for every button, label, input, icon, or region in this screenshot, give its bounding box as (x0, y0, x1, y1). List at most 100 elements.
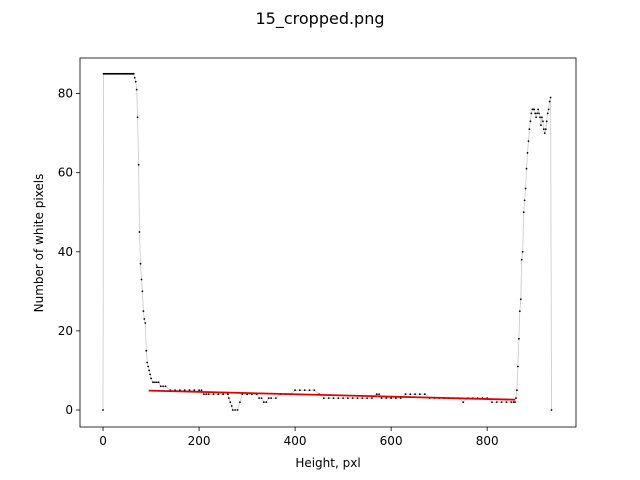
data-point (231, 409, 234, 411)
data-point (536, 112, 538, 115)
data-point (515, 397, 517, 399)
data-point (258, 397, 260, 399)
data-point (521, 250, 524, 253)
data-point (155, 381, 158, 384)
data-point (141, 290, 144, 293)
data-point (366, 397, 368, 399)
data-point (327, 397, 330, 399)
data-point (537, 108, 539, 111)
data-point (530, 112, 533, 115)
data-point (378, 393, 380, 396)
data-point (361, 397, 364, 399)
data-point (525, 167, 528, 170)
data-point (230, 405, 233, 407)
data-point (308, 389, 311, 392)
axes-frame (79, 57, 577, 428)
data-point (138, 231, 141, 233)
data-point (337, 397, 340, 399)
y-axis-label: Number of white pixels (32, 174, 46, 313)
data-point (217, 393, 220, 396)
data-point (134, 80, 137, 83)
data-point (294, 389, 296, 392)
data-point (162, 385, 165, 388)
data-point (542, 128, 545, 131)
data-point (505, 401, 508, 403)
data-point (518, 337, 520, 340)
data-point (133, 76, 136, 79)
data-point (342, 397, 344, 399)
data-point (390, 397, 392, 399)
fit-line (148, 389, 516, 401)
data-point (385, 397, 388, 399)
data-point (145, 349, 148, 352)
data-point (522, 211, 525, 214)
data-point (409, 393, 412, 396)
data-point (203, 393, 205, 396)
data-point (140, 278, 143, 281)
data-point (332, 397, 335, 399)
data-point (164, 385, 167, 388)
data-point (510, 401, 513, 403)
data-point (404, 393, 407, 396)
data-point (136, 116, 139, 119)
data-point (535, 116, 537, 119)
data-point (520, 258, 523, 261)
data-point (303, 389, 306, 392)
data-point (207, 393, 210, 396)
data-point (544, 128, 547, 131)
data-point (323, 397, 325, 399)
data-point (188, 389, 191, 392)
data-point (548, 100, 551, 103)
data-point (380, 397, 383, 399)
x-tick-label: 400 (284, 434, 307, 448)
data-point (147, 365, 150, 368)
data-point (514, 401, 516, 403)
y-tick-label: 0 (65, 403, 73, 417)
data-point (135, 88, 138, 91)
data-point (512, 401, 515, 403)
data-point (198, 389, 201, 392)
data-point (539, 116, 541, 119)
data-point (229, 401, 232, 403)
data-point (414, 393, 416, 396)
data-point (423, 393, 426, 396)
y-tick-label: 40 (58, 245, 73, 259)
data-point (543, 132, 546, 135)
data-point (152, 381, 154, 384)
data-point (154, 381, 156, 384)
data-point (270, 397, 272, 399)
data-point (139, 262, 142, 265)
data-point (540, 124, 542, 127)
data-point (517, 365, 519, 368)
data-point (144, 322, 147, 324)
data-point (533, 108, 536, 111)
data-point (491, 401, 493, 403)
data-point (347, 397, 349, 399)
data-point (550, 409, 553, 411)
y-tick-label: 60 (58, 166, 73, 180)
x-tick-label: 200 (188, 434, 211, 448)
data-point (495, 401, 498, 403)
data-point (299, 389, 301, 392)
data-point (518, 310, 521, 312)
y-axis-ticks: 0 20 40 60 80 (58, 87, 80, 417)
data-point (265, 401, 268, 403)
x-tick-label: 800 (476, 434, 499, 448)
data-point (142, 310, 145, 312)
data-point (102, 409, 104, 411)
data-point (516, 389, 518, 392)
data-point (150, 377, 153, 380)
data-point (143, 318, 146, 320)
data-point (260, 397, 263, 399)
data-point (157, 381, 160, 384)
data-point (236, 409, 239, 411)
data-point (234, 409, 237, 411)
data-point (523, 199, 526, 202)
y-tick-label: 20 (58, 324, 73, 338)
data-point (351, 397, 354, 399)
data-point (193, 389, 196, 392)
data-point (212, 393, 215, 396)
data-point (526, 152, 529, 154)
